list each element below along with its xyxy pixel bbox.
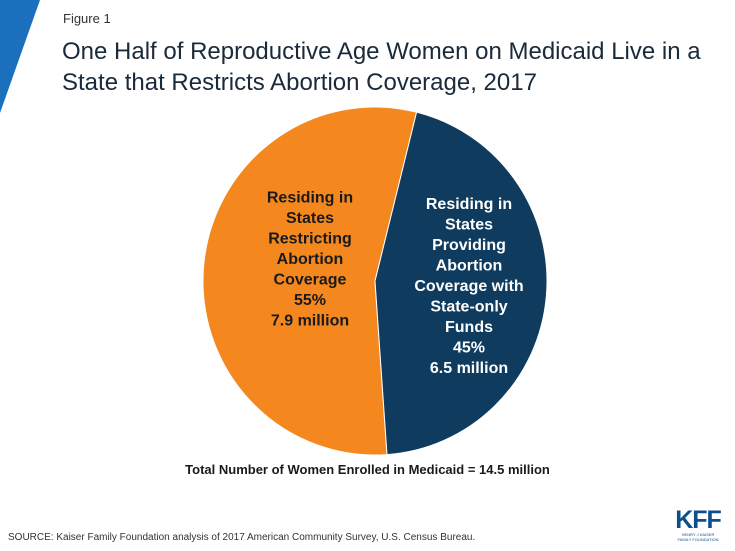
slice-2-label-line-3: Providing	[432, 237, 506, 254]
slice-2-label-line-5: Coverage with	[414, 278, 523, 295]
chart-title-line-1: One Half of Reproductive Age Women on Me…	[62, 38, 701, 65]
pie-chart: Residing in States Restricting Abortion Cove…	[202, 106, 548, 456]
slice-1-label-line-2: States	[286, 210, 334, 227]
figure-label: Figure 1	[63, 11, 111, 26]
slice-1-label-line-5: Coverage	[274, 272, 347, 289]
total-enrollment-note: Total Number of Women Enrolled in Medica…	[185, 462, 550, 477]
slice-2-label-line-4: Abortion	[436, 258, 503, 275]
slice-2-label-line-2: States	[445, 217, 493, 234]
slice-1-label-line-3: Restricting	[268, 231, 352, 248]
source-note: SOURCE: Kaiser Family Foundation analysi…	[8, 532, 476, 543]
slice-1-label-line-4: Abortion	[277, 251, 344, 268]
chart-title-line-2: State that Restricts Abortion Coverage, …	[62, 69, 537, 96]
logo-subtitle-1: HENRY J KAISER	[681, 532, 715, 537]
slice-2-label-line-7: Funds	[445, 319, 493, 336]
slice-2-label-line-6: State-only	[430, 299, 507, 316]
slice-2-label-line-9: 6.5 million	[430, 360, 508, 377]
slice-2-label-line-1: Residing in	[426, 196, 512, 213]
slice-1-label-line-1: Residing in	[267, 190, 353, 207]
logo-subtitle-2: FAMILY FOUNDATION	[677, 537, 719, 542]
corner-accent-shape	[0, 0, 40, 113]
logo-mark: KFF	[675, 506, 722, 534]
slice-1-label-line-6: 55%	[294, 292, 326, 309]
slice-1-label-line-7: 7.9 million	[271, 313, 349, 330]
pie-slice-2	[374, 111, 548, 456]
pie-slice-1	[202, 106, 418, 456]
kff-logo: KFF HENRY J KAISER FAMILY FOUNDATION	[668, 506, 728, 543]
slice-2-label-line-8: 45%	[453, 340, 485, 357]
chart-title: One Half of Reproductive Age Women on Me…	[62, 36, 727, 98]
